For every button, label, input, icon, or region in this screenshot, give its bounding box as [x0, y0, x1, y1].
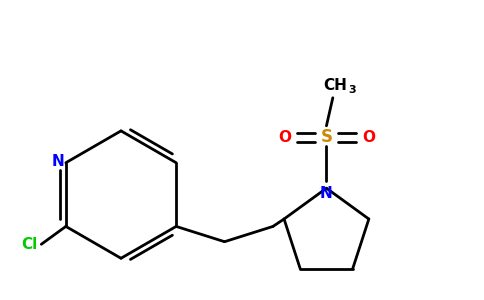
Text: Cl: Cl: [22, 237, 38, 252]
Text: S: S: [320, 128, 333, 146]
Text: N: N: [320, 186, 333, 201]
Text: O: O: [278, 130, 291, 145]
Text: 3: 3: [348, 85, 356, 95]
Text: O: O: [362, 130, 375, 145]
Text: CH: CH: [323, 77, 348, 92]
Text: N: N: [52, 154, 64, 169]
